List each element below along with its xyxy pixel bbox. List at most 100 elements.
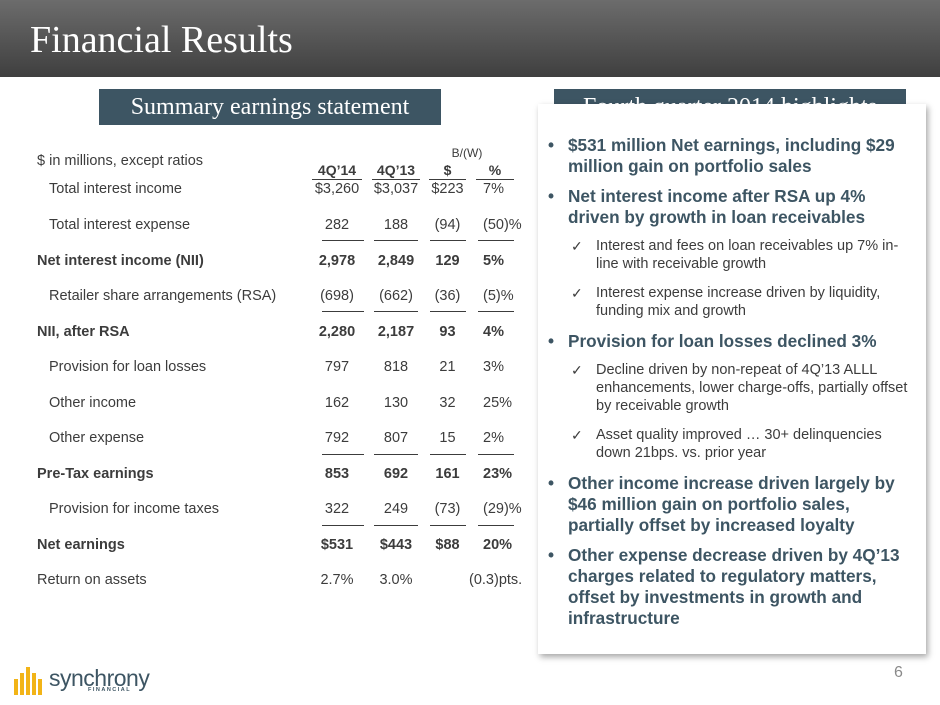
- table-cell: (50)%: [483, 217, 522, 233]
- subtotal-rule: [430, 525, 466, 526]
- table-cell: 3%: [483, 359, 504, 375]
- subtotal-rule: [322, 454, 364, 455]
- row-label: Other expense: [49, 430, 145, 446]
- subtotal-rule: [374, 525, 418, 526]
- subtotal-rule: [374, 311, 418, 312]
- table-cell: 7%: [483, 181, 504, 197]
- row-label: Retailer share arrangements (RSA): [49, 288, 277, 304]
- col-header-4q14: 4Q’14: [312, 162, 362, 180]
- highlight-bullet: • Other income increase driven largely by…: [548, 473, 895, 535]
- table-cell: (698): [320, 288, 354, 304]
- table-cell: 322: [324, 501, 350, 517]
- table-cell: 2,187: [377, 324, 415, 340]
- table-cell: 32: [439, 395, 456, 411]
- table-cell: (73): [434, 501, 461, 517]
- table-row: Net interest income (NII) 2,978 2,849 129 5%: [0, 253, 540, 273]
- table-cell: $531: [320, 537, 354, 553]
- check-icon: ✓: [571, 427, 583, 443]
- table-row: Provision for loan losses 797 818 21 3%: [0, 359, 540, 379]
- subtotal-rule: [430, 311, 466, 312]
- subtotal-rule: [430, 240, 466, 241]
- table-cell: 21: [439, 359, 456, 375]
- subbullet-text: Interest and fees on loan receivables up…: [596, 238, 899, 272]
- subtotal-rule: [478, 525, 514, 526]
- table-cell: 15: [439, 430, 456, 446]
- table-cell: 807: [383, 430, 409, 446]
- table-row: Other expense 792 807 15 2%: [0, 430, 540, 450]
- table-cell: 162: [324, 395, 350, 411]
- units-note: $ in millions, except ratios: [37, 153, 204, 169]
- table-cell: 5%: [483, 253, 504, 269]
- table-cell: 282: [324, 217, 350, 233]
- subtotal-rule: [374, 454, 418, 455]
- table-row: Net earnings $531 $443 $88 20%: [0, 537, 540, 557]
- table-cell: 792: [324, 430, 350, 446]
- table-cell: 692: [383, 466, 409, 482]
- highlight-bullet: • Other expense decrease driven by 4Q’13 …: [548, 545, 900, 628]
- table-cell: $88: [435, 537, 460, 553]
- subtotal-rule: [430, 454, 466, 455]
- check-icon: ✓: [571, 285, 583, 301]
- highlight-text: Other expense decrease driven by 4Q’13 c…: [568, 545, 900, 628]
- table-cell: 25%: [483, 395, 513, 411]
- table-cell: 818: [383, 359, 409, 375]
- table-cell: (662): [379, 288, 413, 304]
- table-cell: (29)%: [483, 501, 522, 517]
- subtotal-rule: [322, 240, 364, 241]
- row-label: Total interest income: [49, 181, 182, 197]
- check-icon: ✓: [571, 362, 583, 378]
- table-row: Provision for income taxes 322 249 (73) (29)…: [0, 501, 540, 521]
- table-cell: $443: [379, 537, 413, 553]
- table-row: Total interest income $3,260 $3,037 $223 7%: [0, 181, 540, 201]
- row-label: Return on assets: [37, 572, 147, 588]
- table-cell: (36): [434, 288, 461, 304]
- highlight-bullet: • $531 million Net earnings, including $2…: [548, 135, 895, 176]
- subbullet-text: Decline driven by non-repeat of 4Q’13 AL…: [596, 362, 908, 414]
- check-icon: ✓: [571, 238, 583, 254]
- header-bar: Financial Results: [0, 0, 940, 77]
- highlight-bullet: • Net interest income after RSA up 4% dri…: [548, 186, 866, 227]
- better-worse-label: B/(W): [451, 146, 483, 160]
- synchrony-logo: synchrony FINANCIAL: [12, 665, 152, 697]
- subbullet-text: Asset quality improved … 30+ delinquenci…: [596, 427, 882, 461]
- table-cell: 93: [439, 324, 456, 340]
- col-header-dollar: $: [429, 162, 466, 180]
- subtotal-rule: [374, 240, 418, 241]
- col-header-4q13: 4Q’13: [372, 162, 420, 180]
- table-row: NII, after RSA 2,280 2,187 93 4%: [0, 324, 540, 344]
- table-cell: $3,037: [373, 181, 419, 197]
- page-number: 6: [894, 664, 903, 681]
- highlight-text: Net interest income after RSA up 4% driv…: [568, 186, 866, 227]
- row-label: Net interest income (NII): [37, 253, 204, 269]
- table-row: Retailer share arrangements (RSA) (698) (6…: [0, 288, 540, 308]
- subtotal-rule: [478, 311, 514, 312]
- table-cell: 23%: [483, 466, 513, 482]
- table-cell: 2,849: [377, 253, 415, 269]
- table-cell: 3.0%: [379, 572, 413, 588]
- col-header-percent: %: [476, 162, 514, 180]
- highlight-subbullet: ✓ Interest and fees on loan receivables u…: [548, 237, 920, 273]
- highlight-text: $531 million Net earnings, including $29…: [568, 135, 895, 176]
- row-label: Other income: [49, 395, 137, 411]
- subtotal-rule: [478, 454, 514, 455]
- logo-wordmark: synchrony: [49, 665, 150, 691]
- subtotal-rule: [322, 525, 364, 526]
- row-label: Provision for loan losses: [49, 359, 207, 375]
- subtotal-rule: [478, 240, 514, 241]
- row-label: Total interest expense: [49, 217, 191, 233]
- highlights-panel: [538, 104, 926, 654]
- table-cell: 20%: [483, 537, 513, 553]
- row-label: Pre-Tax earnings: [37, 466, 154, 482]
- highlight-bullet: • Provision for loan losses declined 3%: [548, 331, 877, 351]
- highlight-text: Other income increase driven largely by …: [568, 473, 895, 535]
- subtotal-rule: [322, 311, 364, 312]
- synchrony-logo-icon: [14, 667, 42, 695]
- highlight-subbullet: ✓ Asset quality improved … 30+ delinquenc…: [548, 426, 920, 462]
- row-label: NII, after RSA: [37, 324, 130, 340]
- table-cell: (94): [434, 217, 461, 233]
- table-row: Return on assets 2.7% 3.0% (0.3)pts.: [0, 572, 540, 592]
- table-cell: 2.7%: [320, 572, 354, 588]
- table-row: Other income 162 130 32 25%: [0, 395, 540, 415]
- table-row: Pre-Tax earnings 853 692 161 23%: [0, 466, 540, 486]
- table-cell: 853: [324, 466, 350, 482]
